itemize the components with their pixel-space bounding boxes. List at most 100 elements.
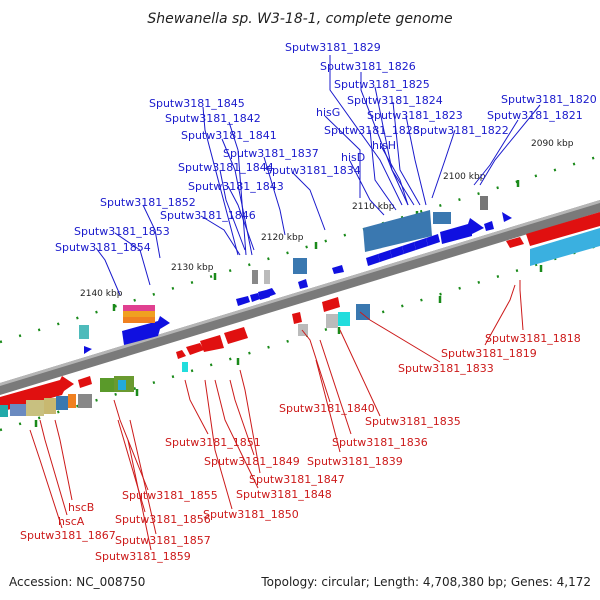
gene-label-sputw3181-1828[interactable]: Sputw3181_1828 — [324, 124, 420, 137]
gene-label-sputw3181-1845[interactable]: Sputw3181_1845 — [149, 97, 245, 110]
gene-label-sputw3181-1822[interactable]: Sputw3181_1822 — [413, 124, 509, 137]
forward-gene — [266, 288, 276, 297]
gene-label-sputw3181-1829[interactable]: Sputw3181_1829 — [285, 41, 381, 54]
bottom-gene-labels: Sputw3181_1818 Sputw3181_1819 Sputw3181_… — [20, 332, 581, 563]
gene-label-sputw3181-1837[interactable]: Sputw3181_1837 — [223, 147, 319, 160]
gene-label-hisg[interactable]: hisG — [316, 106, 340, 119]
gene-label-sputw3181-1847[interactable]: Sputw3181_1847 — [249, 473, 345, 486]
gene-label-sputw3181-1820[interactable]: Sputw3181_1820 — [501, 93, 597, 106]
gene-label-sputw3181-1818[interactable]: Sputw3181_1818 — [485, 332, 581, 345]
map-title: Shewanella sp. W3-18-1, complete genome — [147, 11, 452, 27]
gene-label-sputw3181-1833[interactable]: Sputw3181_1833 — [398, 362, 494, 375]
gene-label-hsca[interactable]: hscA — [58, 515, 85, 528]
feature-box — [298, 324, 308, 336]
feature-box — [123, 305, 155, 311]
kbp-label-2090: 2090 kbp — [531, 139, 574, 149]
gene-label-sputw3181-1853[interactable]: Sputw3181_1853 — [74, 225, 170, 238]
feature-box — [68, 394, 76, 408]
kbp-label-2100: 2100 kbp — [443, 172, 486, 182]
gene-label-sputw3181-1852[interactable]: Sputw3181_1852 — [100, 196, 196, 209]
feature-box — [293, 258, 307, 274]
kbp-label-2120: 2120 kbp — [261, 233, 304, 243]
gene-label-sputw3181-1825[interactable]: Sputw3181_1825 — [334, 78, 430, 91]
gene-label-sputw3181-1851[interactable]: Sputw3181_1851 — [165, 436, 261, 449]
gene-label-sputw3181-1856[interactable]: Sputw3181_1856 — [115, 513, 211, 526]
gene-label-sputw3181-1848[interactable]: Sputw3181_1848 — [236, 488, 332, 501]
feature-box — [10, 404, 26, 416]
reverse-gene — [322, 297, 340, 312]
forward-gene — [84, 346, 92, 354]
gene-label-sputw3181-1855[interactable]: Sputw3181_1855 — [122, 489, 218, 502]
feature-box — [338, 312, 350, 326]
kbp-label-2110: 2110 kbp — [352, 202, 395, 212]
forward-gene — [502, 212, 512, 222]
kbp-label-2130: 2130 kbp — [171, 263, 214, 273]
feature-box — [123, 317, 155, 323]
gene-label-sputw3181-1821[interactable]: Sputw3181_1821 — [487, 109, 583, 122]
forward-gene — [402, 242, 416, 254]
gene-label-sputw3181-1854[interactable]: Sputw3181_1854 — [55, 241, 151, 254]
forward-gene — [366, 254, 380, 266]
reverse-feature-track — [0, 228, 600, 417]
feature-box — [252, 270, 258, 284]
forward-feature-track — [79, 196, 488, 339]
reverse-gene — [176, 350, 186, 359]
gene-label-sputw3181-1846[interactable]: Sputw3181_1846 — [160, 209, 256, 222]
forward-gene — [414, 238, 428, 250]
feature-box — [56, 396, 68, 410]
gene-label-sputw3181-1836[interactable]: Sputw3181_1836 — [332, 436, 428, 449]
gene-label-sputw3181-1824[interactable]: Sputw3181_1824 — [347, 94, 443, 107]
feature-box — [79, 325, 89, 339]
gene-label-sputw3181-1859[interactable]: Sputw3181_1859 — [95, 550, 191, 563]
gene-label-sputw3181-1844[interactable]: Sputw3181_1844 — [178, 161, 274, 174]
gene-label-sputw3181-1840[interactable]: Sputw3181_1840 — [279, 402, 375, 415]
forward-gene — [122, 316, 170, 345]
feature-box — [530, 228, 600, 266]
forward-gene — [426, 234, 440, 246]
forward-gene — [250, 293, 260, 302]
forward-gene-track — [84, 212, 512, 354]
reverse-gene — [506, 237, 524, 248]
gene-label-sputw3181-1826[interactable]: Sputw3181_1826 — [320, 60, 416, 73]
reverse-gene — [292, 312, 302, 324]
feature-box — [326, 314, 338, 328]
forward-gene — [298, 279, 308, 289]
top-gene-labels: Sputw3181_1829 Sputw3181_1826 Sputw3181_… — [55, 41, 597, 254]
feature-box — [433, 212, 451, 224]
gene-label-sputw3181-1842[interactable]: Sputw3181_1842 — [165, 112, 261, 125]
feature-box — [100, 378, 114, 392]
gene-label-sputw3181-1835[interactable]: Sputw3181_1835 — [365, 415, 461, 428]
gene-label-sputw3181-1841[interactable]: Sputw3181_1841 — [181, 129, 277, 142]
forward-gene — [378, 250, 392, 262]
kbp-scale-labels: 2090 kbp 2100 kbp 2110 kbp 2120 kbp 2130… — [80, 139, 574, 299]
forward-gene — [440, 218, 484, 244]
top-leader-lines — [95, 55, 541, 296]
feature-box — [123, 311, 155, 317]
gene-label-sputw3181-1843[interactable]: Sputw3181_1843 — [188, 180, 284, 193]
gene-label-sputw3181-1819[interactable]: Sputw3181_1819 — [441, 347, 537, 360]
reverse-gene — [224, 327, 248, 344]
forward-gene — [484, 221, 494, 231]
reverse-gene-track — [0, 212, 600, 412]
gene-label-sputw3181-1839[interactable]: Sputw3181_1839 — [307, 455, 403, 468]
gene-label-sputw3181-1823[interactable]: Sputw3181_1823 — [367, 109, 463, 122]
reverse-gene — [186, 343, 204, 355]
genome-backbone — [0, 200, 600, 395]
gene-label-sputw3181-1850[interactable]: Sputw3181_1850 — [203, 508, 299, 521]
feature-box — [26, 400, 44, 416]
gene-label-hish[interactable]: hisH — [372, 139, 396, 152]
feature-box — [356, 304, 370, 320]
gene-label-sputw3181-1834[interactable]: Sputw3181_1834 — [265, 164, 361, 177]
gene-label-hscb[interactable]: hscB — [68, 501, 94, 514]
feature-box — [0, 405, 8, 417]
reverse-gene — [526, 212, 600, 246]
bottom-leader-lines — [29, 280, 524, 551]
gene-label-sputw3181-1857[interactable]: Sputw3181_1857 — [115, 534, 211, 547]
feature-box — [118, 380, 126, 390]
feature-box — [182, 362, 188, 372]
gene-label-sputw3181-1849[interactable]: Sputw3181_1849 — [204, 455, 300, 468]
gene-label-hisd[interactable]: hisD — [341, 151, 365, 164]
feature-box — [264, 270, 270, 284]
gene-label-sputw3181-1867[interactable]: Sputw3181_1867 — [20, 529, 116, 542]
